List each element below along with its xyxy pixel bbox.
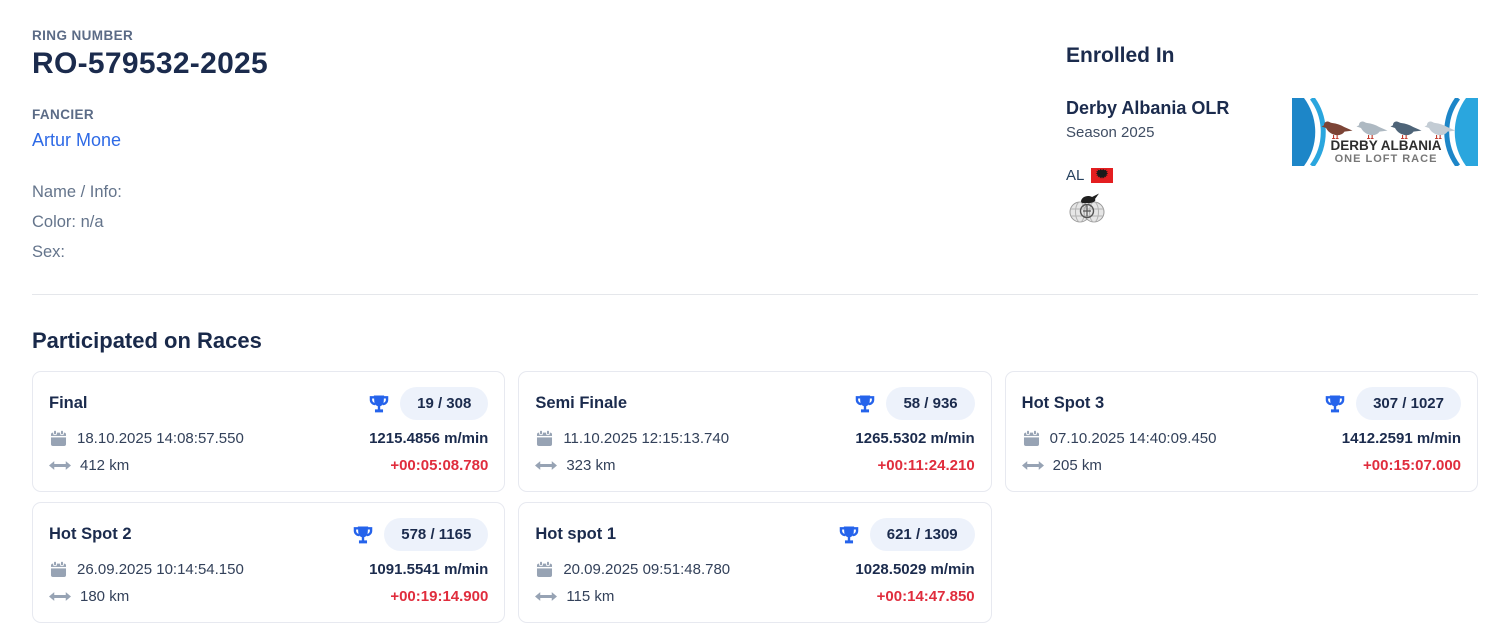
race-time-behind: +00:19:14.900 bbox=[390, 588, 489, 605]
race-time-behind: +00:05:08.780 bbox=[390, 457, 489, 474]
country-code: AL bbox=[1066, 167, 1085, 184]
rank-badge: 58 / 936 bbox=[886, 387, 975, 420]
rank-badge: 621 / 1309 bbox=[869, 518, 975, 551]
ring-number-label: RING NUMBER bbox=[32, 28, 134, 43]
color-line: Color: n/a bbox=[32, 213, 104, 231]
race-rank: 578 / 1165 bbox=[352, 518, 489, 551]
race-name: Final bbox=[49, 394, 88, 412]
fancier-label: FANCIER bbox=[32, 107, 95, 122]
race-datetime: 26.09.2025 10:14:54.150 bbox=[77, 561, 244, 578]
pigeon-info: RING NUMBER RO-579532-2025 FANCIER Artur… bbox=[32, 28, 268, 267]
distance-arrow-icon bbox=[49, 461, 71, 470]
trophy-icon bbox=[369, 394, 389, 412]
race-date-group: 07.10.2025 14:40:09.450 bbox=[1022, 429, 1217, 448]
enrolled-section: Enrolled In Derby Albania OLR Season 202… bbox=[1066, 28, 1478, 223]
race-name: Hot Spot 3 bbox=[1021, 394, 1105, 412]
calendar-icon bbox=[50, 560, 67, 578]
race-distance-group: 205 km bbox=[1021, 457, 1102, 474]
race-speed: 1265.5302 m/min bbox=[855, 430, 975, 447]
enrolled-club: Derby Albania OLR Season 2025 AL bbox=[1066, 98, 1478, 223]
race-datetime: 11.10.2025 12:15:13.740 bbox=[563, 430, 730, 447]
race-datetime: 18.10.2025 14:08:57.550 bbox=[77, 430, 244, 447]
distance-arrow-icon bbox=[535, 592, 558, 601]
race-distance: 205 km bbox=[1052, 457, 1102, 474]
race-distance: 180 km bbox=[80, 588, 130, 605]
race-distance-group: 412 km bbox=[49, 457, 129, 474]
race-rank: 19 / 308 bbox=[368, 387, 489, 420]
rank-badge: 307 / 1027 bbox=[1356, 387, 1461, 420]
club-logo-line2: ONE LOFT RACE bbox=[1335, 153, 1438, 165]
fci-emblem-icon bbox=[1069, 193, 1105, 223]
race-rank: 307 / 1027 bbox=[1324, 387, 1461, 420]
club-season: Season 2025 bbox=[1066, 124, 1155, 141]
race-rank: 58 / 936 bbox=[854, 387, 975, 420]
name-info-line: Name / Info: bbox=[32, 183, 122, 201]
race-distance-group: 115 km bbox=[535, 588, 614, 605]
race-distance: 115 km bbox=[566, 588, 615, 605]
races-section-title: Participated on Races bbox=[32, 328, 262, 353]
race-date-group: 11.10.2025 12:15:13.740 bbox=[535, 429, 729, 448]
calendar-icon bbox=[537, 560, 553, 578]
calendar-icon bbox=[1023, 429, 1039, 447]
race-name: Hot spot 1 bbox=[535, 525, 616, 543]
club-logo-graphic: DERBY ALBANIA ONE LOFT RACE bbox=[1292, 98, 1478, 166]
race-time-behind: +00:15:07.000 bbox=[1363, 457, 1461, 474]
race-time-behind: +00:14:47.850 bbox=[876, 588, 975, 605]
pigeon-meta: Name / Info: Color: n/a Sex: bbox=[32, 177, 268, 267]
race-distance: 323 km bbox=[566, 457, 616, 474]
calendar-icon bbox=[50, 429, 67, 447]
divider bbox=[32, 294, 1478, 295]
race-cards-grid: Final 19 / 308 bbox=[32, 371, 1478, 623]
trophy-icon bbox=[353, 525, 373, 543]
rank-badge: 578 / 1165 bbox=[384, 518, 489, 551]
race-speed: 1215.4856 m/min bbox=[369, 430, 489, 447]
ring-number: RO-579532-2025 bbox=[32, 47, 269, 80]
race-name: Hot Spot 2 bbox=[49, 525, 132, 543]
club-logo-line1: DERBY ALBANIA bbox=[1330, 138, 1441, 153]
race-name: Semi Finale bbox=[535, 394, 628, 412]
distance-arrow-icon bbox=[49, 592, 71, 601]
race-datetime: 20.09.2025 09:51:48.780 bbox=[563, 561, 731, 578]
race-distance-group: 323 km bbox=[535, 457, 616, 474]
race-speed: 1091.5541 m/min bbox=[369, 561, 489, 578]
club-country: AL bbox=[1066, 167, 1229, 184]
race-card[interactable]: Hot Spot 3 307 / 1027 bbox=[1004, 371, 1478, 492]
trophy-icon bbox=[839, 525, 859, 543]
race-datetime: 07.10.2025 14:40:09.450 bbox=[1049, 430, 1217, 447]
calendar-icon bbox=[537, 429, 553, 447]
trophy-icon bbox=[856, 394, 875, 412]
race-rank: 621 / 1309 bbox=[838, 518, 975, 551]
distance-arrow-icon bbox=[1021, 461, 1044, 470]
race-card[interactable]: Semi Finale 58 / 936 bbox=[518, 371, 992, 492]
sex-line: Sex: bbox=[32, 243, 66, 261]
race-card[interactable]: Hot spot 1 621 / 1309 bbox=[518, 502, 992, 623]
club-details: Derby Albania OLR Season 2025 AL bbox=[1066, 98, 1229, 223]
race-speed: 1412.2591 m/min bbox=[1341, 430, 1461, 447]
fancier-link[interactable]: Artur Mone bbox=[32, 130, 122, 150]
race-card[interactable]: Hot Spot 2 578 / 1165 bbox=[32, 502, 506, 623]
race-distance: 412 km bbox=[80, 457, 130, 474]
race-date-group: 20.09.2025 09:51:48.780 bbox=[535, 560, 730, 579]
race-distance-group: 180 km bbox=[49, 588, 129, 605]
race-date-group: 18.10.2025 14:08:57.550 bbox=[49, 429, 244, 448]
distance-arrow-icon bbox=[535, 461, 558, 470]
enrolled-title: Enrolled In bbox=[1066, 44, 1175, 67]
trophy-icon bbox=[1325, 394, 1345, 412]
club-logo: DERBY ALBANIA ONE LOFT RACE bbox=[1292, 98, 1478, 166]
club-name: Derby Albania OLR bbox=[1066, 98, 1230, 118]
race-speed: 1028.5029 m/min bbox=[855, 561, 975, 578]
race-card[interactable]: Final 19 / 308 bbox=[32, 371, 506, 492]
rank-badge: 19 / 308 bbox=[400, 387, 489, 420]
header: RING NUMBER RO-579532-2025 FANCIER Artur… bbox=[32, 28, 1478, 267]
race-time-behind: +00:11:24.210 bbox=[877, 457, 975, 474]
albania-flag-icon bbox=[1091, 168, 1114, 183]
race-date-group: 26.09.2025 10:14:54.150 bbox=[49, 560, 244, 579]
